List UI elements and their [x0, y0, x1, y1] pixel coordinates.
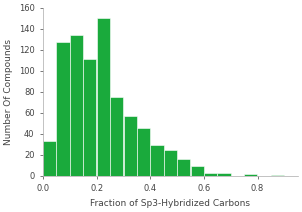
Bar [110, 97, 123, 176]
Bar [244, 174, 257, 176]
Y-axis label: Number Of Compounds: Number Of Compounds [4, 39, 13, 145]
Bar [97, 18, 110, 176]
X-axis label: Fraction of Sp3-Hybridized Carbons: Fraction of Sp3-Hybridized Carbons [90, 199, 250, 208]
Bar [164, 150, 177, 176]
Bar [137, 128, 150, 176]
Bar [150, 145, 164, 176]
Bar [70, 35, 83, 176]
Bar [271, 175, 284, 176]
Bar [204, 173, 217, 176]
Bar [124, 116, 137, 176]
Bar [43, 141, 56, 176]
Bar [217, 173, 231, 176]
Bar [83, 59, 96, 176]
Bar [191, 166, 204, 176]
Bar [177, 159, 190, 176]
Bar [56, 42, 70, 176]
